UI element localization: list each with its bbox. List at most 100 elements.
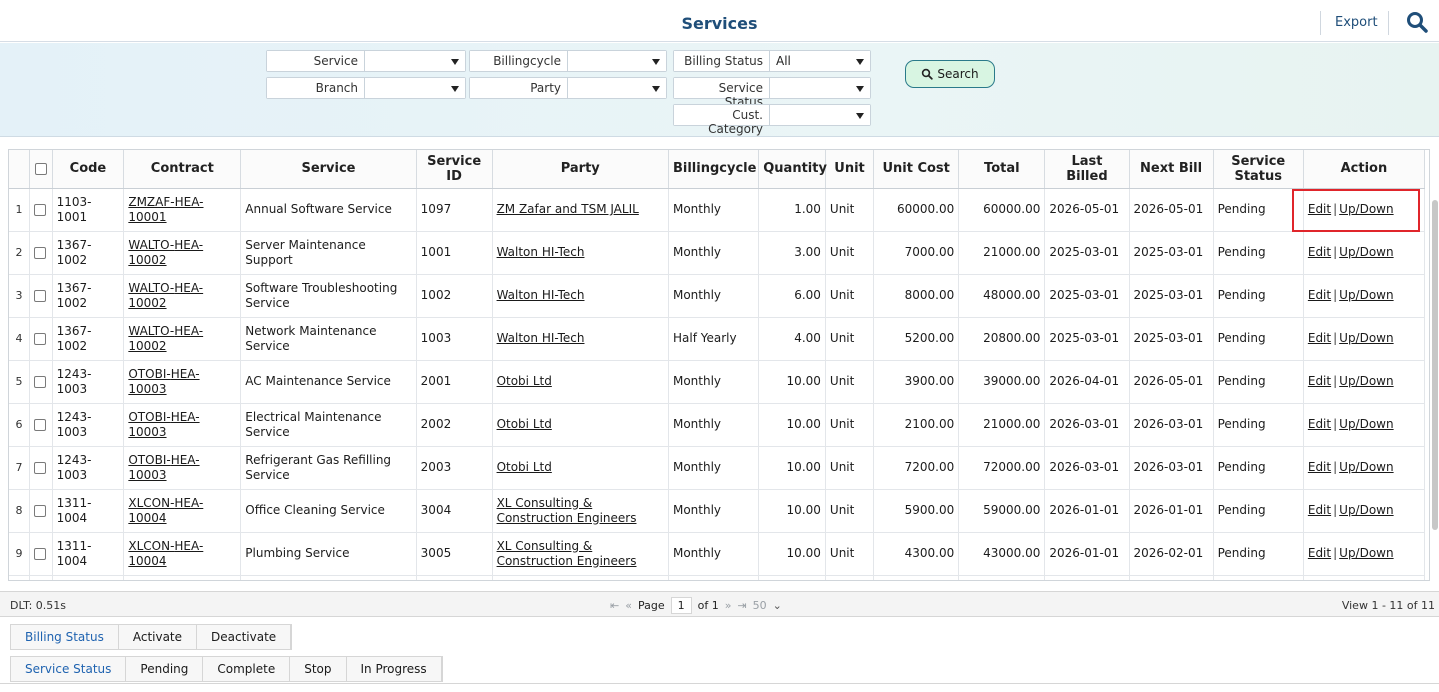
contract-cell[interactable]: XLCON-HEA-10004: [123, 532, 242, 576]
chevron-down-icon[interactable]: ⌄: [772, 599, 782, 612]
party-cell[interactable]: Walton HI-Tech: [492, 274, 669, 318]
search-icon[interactable]: [1405, 10, 1429, 34]
row-select[interactable]: [29, 403, 53, 447]
header-code[interactable]: Code: [52, 150, 125, 189]
header-service[interactable]: Service: [240, 150, 417, 189]
header-unit-cost[interactable]: Unit Cost: [873, 150, 960, 189]
activate-button[interactable]: Activate: [119, 625, 198, 649]
contract-cell[interactable]: OTOBI-HEA-10003: [123, 360, 242, 404]
table-row[interactable]: 9 1311-1004 XLCON-HEA-10004 Plumbing Servic…: [9, 532, 1426, 576]
header-total[interactable]: Total: [958, 150, 1046, 189]
party-cell[interactable]: Otobi Ltd: [492, 446, 669, 490]
up-down-link[interactable]: Up/Down: [1339, 503, 1394, 517]
table-row[interactable]: 2 1367-1002 WALTO-HEA-10002 Server Maintena…: [9, 231, 1426, 275]
edit-link[interactable]: Edit: [1307, 417, 1332, 431]
contract-cell[interactable]: WALTO-HEA-10002: [123, 231, 242, 275]
table-row[interactable]: 5 1243-1003 OTOBI-HEA-10003 AC Maintenance …: [9, 360, 1426, 404]
service-status-tab[interactable]: Service Status: [11, 657, 127, 681]
up-down-link[interactable]: Up/Down: [1339, 374, 1394, 388]
up-down-link[interactable]: Up/Down: [1339, 288, 1394, 302]
edit-link[interactable]: Edit: [1307, 288, 1332, 302]
contract-link[interactable]: ZMZAF-HEA-10001: [128, 194, 204, 224]
edit-link[interactable]: Edit: [1307, 245, 1332, 259]
vertical-scrollbar[interactable]: [1432, 200, 1438, 530]
party-link[interactable]: Otobi Ltd: [496, 374, 552, 388]
in-progress-button[interactable]: In Progress: [347, 657, 442, 681]
header-service-id[interactable]: Service ID: [416, 150, 493, 189]
service-status-select[interactable]: [770, 78, 870, 98]
service-status-filter[interactable]: Service Status: [673, 77, 871, 109]
edit-link[interactable]: Edit: [1307, 546, 1332, 560]
row-select[interactable]: [29, 360, 53, 404]
contract-cell[interactable]: OTOBI-HEA-10003: [123, 446, 242, 490]
table-row[interactable]: 10 1340-TANIN-HEA-Lighting Arrangement: [9, 575, 1426, 580]
header-service-status[interactable]: Service Status: [1213, 150, 1304, 189]
billing-status-select[interactable]: All: [770, 51, 870, 71]
row-checkbox[interactable]: [34, 418, 46, 431]
header-next-bill[interactable]: Next Bill: [1129, 150, 1214, 189]
header-select-all[interactable]: [29, 150, 53, 189]
party-link[interactable]: ZM Zafar and TSM JALIL: [496, 202, 639, 216]
header-contract[interactable]: Contract: [123, 150, 242, 189]
row-select[interactable]: [29, 274, 53, 318]
header-quantity[interactable]: Quantity: [758, 150, 827, 189]
stop-button[interactable]: Stop: [290, 657, 347, 681]
party-cell[interactable]: Walton HI-Tech: [492, 317, 669, 361]
party-link[interactable]: Walton HI-Tech: [496, 288, 585, 302]
party-filter[interactable]: Party: [469, 77, 667, 99]
contract-link[interactable]: OTOBI-HEA-10003: [128, 452, 200, 482]
rows-per-page-select[interactable]: 50: [752, 599, 767, 612]
party-cell[interactable]: Otobi Ltd: [492, 360, 669, 404]
table-row[interactable]: 6 1243-1003 OTOBI-HEA-10003 Electrical Main…: [9, 403, 1426, 447]
service-select[interactable]: [365, 51, 465, 71]
cust-category-select[interactable]: [770, 105, 870, 125]
billingcycle-filter[interactable]: Billingcycle: [469, 50, 667, 72]
billing-status-tab[interactable]: Billing Status: [11, 625, 119, 649]
billing-status-filter[interactable]: Billing Status All: [673, 50, 871, 72]
contract-link[interactable]: WALTO-HEA-10002: [128, 280, 204, 310]
up-down-link[interactable]: Up/Down: [1339, 202, 1394, 216]
table-row[interactable]: 1 1103-1001 ZMZAF-HEA-10001 Annual Software…: [9, 188, 1426, 232]
up-down-link[interactable]: Up/Down: [1339, 460, 1394, 474]
edit-link[interactable]: Edit: [1307, 374, 1332, 388]
party-cell[interactable]: Walton HI-Tech: [492, 231, 669, 275]
party-cell[interactable]: XL Consulting & Construction Engineers: [492, 532, 669, 576]
row-checkbox[interactable]: [34, 203, 46, 216]
row-select[interactable]: [29, 317, 53, 361]
row-checkbox[interactable]: [34, 504, 46, 517]
edit-link[interactable]: Edit: [1307, 202, 1332, 216]
complete-button[interactable]: Complete: [203, 657, 291, 681]
party-cell[interactable]: Otobi Ltd: [492, 403, 669, 447]
select-all-checkbox[interactable]: [34, 162, 47, 175]
cust-category-filter[interactable]: Cust. Category: [673, 104, 871, 136]
first-page-icon[interactable]: ⇤: [610, 599, 620, 612]
party-link[interactable]: Walton HI-Tech: [496, 331, 585, 345]
row-select[interactable]: [29, 446, 53, 490]
row-checkbox[interactable]: [34, 547, 46, 560]
service-filter[interactable]: Service: [266, 50, 466, 72]
table-row[interactable]: 7 1243-1003 OTOBI-HEA-10003 Refrigerant Gas…: [9, 446, 1426, 490]
contract-link[interactable]: XLCON-HEA-10004: [128, 538, 204, 568]
header-billingcycle[interactable]: Billingcycle: [668, 150, 760, 189]
next-page-icon[interactable]: »: [724, 599, 732, 612]
party-select[interactable]: [568, 78, 666, 98]
billingcycle-select[interactable]: [568, 51, 666, 71]
party-link[interactable]: Otobi Ltd: [496, 417, 552, 431]
edit-link[interactable]: Edit: [1307, 331, 1332, 345]
deactivate-button[interactable]: Deactivate: [197, 625, 292, 649]
row-select[interactable]: [29, 231, 53, 275]
contract-cell[interactable]: ZMZAF-HEA-10001: [123, 188, 242, 232]
edit-link[interactable]: Edit: [1307, 460, 1332, 474]
party-link[interactable]: XL Consulting & Construction Engineers: [496, 495, 637, 525]
up-down-link[interactable]: Up/Down: [1339, 245, 1394, 259]
table-row[interactable]: 8 1311-1004 XLCON-HEA-10004 Office Cleaning…: [9, 489, 1426, 533]
last-page-icon[interactable]: ⇥: [737, 599, 747, 612]
header-party[interactable]: Party: [492, 150, 669, 189]
table-row[interactable]: 3 1367-1002 WALTO-HEA-10002 Software Troubl…: [9, 274, 1426, 318]
contract-link[interactable]: OTOBI-HEA-10003: [128, 366, 200, 396]
branch-select[interactable]: [365, 78, 465, 98]
export-button[interactable]: Export: [1320, 11, 1389, 35]
contract-link[interactable]: OTOBI-HEA-10003: [128, 409, 200, 439]
up-down-link[interactable]: Up/Down: [1339, 417, 1394, 431]
header-last-billed[interactable]: Last Billed: [1044, 150, 1130, 189]
